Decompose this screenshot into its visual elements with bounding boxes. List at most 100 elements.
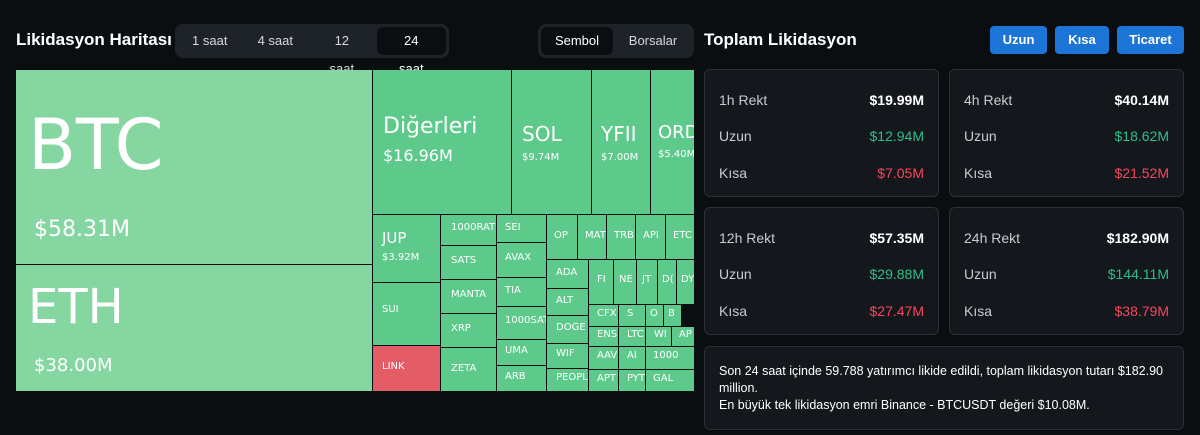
treemap-tile[interactable]: NE <box>614 260 636 304</box>
tile-value: $38.00M <box>34 355 113 376</box>
short-amount: $21.52M <box>1114 165 1169 181</box>
tile-symbol: API <box>643 230 659 241</box>
treemap-tile[interactable]: ZETA <box>441 348 496 391</box>
tab-exchanges[interactable]: Borsalar <box>628 33 678 48</box>
tile-symbol: AAV <box>597 350 618 361</box>
tile-symbol: ALT <box>556 295 574 306</box>
treemap-tile[interactable]: ADA <box>547 260 588 288</box>
treemap-tile[interactable]: SUI <box>373 283 440 345</box>
tile-symbol: AI <box>627 350 637 361</box>
stat-card-1h: 1h Rekt $19.99M Uzun $12.94M Kısa $7.05M <box>704 69 939 197</box>
treemap-tile[interactable]: ETH $38.00M <box>16 265 372 391</box>
treemap-tile[interactable]: MAT <box>578 215 606 259</box>
tile-symbol: ETH <box>28 279 124 335</box>
treemap-tile[interactable]: TRB <box>607 215 635 259</box>
period-label: 1h Rekt <box>719 92 768 108</box>
view-selector: Sembol Borsalar <box>538 24 694 58</box>
tile-symbol: APT <box>597 373 616 384</box>
tile-symbol: ADA <box>556 267 578 278</box>
treemap-tile[interactable]: BTC $58.31M <box>16 70 372 264</box>
treemap-tile[interactable]: ORD $5.40M <box>651 70 694 214</box>
tab-4h[interactable]: 4 saat <box>257 33 293 48</box>
treemap-tile[interactable]: O <box>646 305 663 326</box>
tile-value: $5.40M <box>658 149 694 160</box>
tile-symbol: PYT <box>627 373 645 384</box>
tab-1h[interactable]: 1 saat <box>192 33 228 48</box>
treemap-tile[interactable]: APT <box>589 370 618 391</box>
total-amount: $19.99M <box>869 92 924 108</box>
treemap-tile[interactable]: DOGE <box>547 316 588 343</box>
total-amount: $40.14M <box>1114 92 1169 108</box>
tile-symbol: SOL <box>522 122 562 146</box>
tile-symbol: SEI <box>505 222 521 233</box>
treemap-tile[interactable]: Diğerleri $16.96M <box>373 70 511 214</box>
total-liquidation-title: Toplam Likidasyon <box>704 30 857 49</box>
treemap-tile[interactable]: GAL <box>646 370 694 391</box>
tile-symbol: ENS <box>597 329 618 340</box>
treemap-tile[interactable]: FI <box>589 260 613 304</box>
treemap-tile[interactable]: D( <box>658 260 676 304</box>
treemap-tile[interactable]: 1000SAT <box>497 307 546 339</box>
treemap-tile[interactable]: ENS <box>589 327 618 346</box>
treemap-tile[interactable]: AI <box>619 347 645 369</box>
treemap-tile[interactable]: AP <box>672 327 694 346</box>
treemap-tile[interactable]: AAV <box>589 347 618 369</box>
tile-symbol: AVAX <box>505 252 532 263</box>
short-button[interactable]: Kısa <box>1055 26 1109 54</box>
total-amount: $57.35M <box>869 230 924 246</box>
tile-symbol: DY <box>681 274 694 285</box>
liquidation-treemap: BTC $58.31M ETH $38.00M Diğerleri $16.96M SOL $… <box>16 70 694 391</box>
treemap-tile[interactable]: LTC <box>619 327 645 346</box>
treemap-tile[interactable]: ALT <box>547 289 588 315</box>
treemap-tile[interactable]: CFX <box>589 305 618 326</box>
treemap-tile[interactable]: API <box>636 215 665 259</box>
long-button[interactable]: Uzun <box>990 26 1047 54</box>
treemap-tile[interactable]: JT <box>637 260 657 304</box>
treemap-tile[interactable]: SATS <box>441 246 496 279</box>
trade-button[interactable]: Ticaret <box>1117 26 1184 54</box>
long-amount: $12.94M <box>869 128 924 144</box>
treemap-tile[interactable]: S <box>619 305 645 326</box>
treemap-tile[interactable]: ARB <box>497 366 546 391</box>
tile-symbol: WI <box>654 329 667 340</box>
treemap-tile[interactable]: LINK <box>373 346 440 391</box>
tile-value: $58.31M <box>34 217 130 242</box>
tab-12h[interactable]: 12 saat <box>329 33 355 76</box>
timeframe-selector: 1 saat 4 saat 12 saat 24 saat <box>175 24 449 76</box>
tile-symbol: Diğerleri <box>383 114 478 139</box>
treemap-tile[interactable]: SOL $9.74M <box>512 70 591 214</box>
long-amount: $144.11M <box>1107 266 1169 282</box>
treemap-tile[interactable]: YFII $7.00M <box>592 70 650 214</box>
treemap-tile[interactable]: SEI <box>497 215 546 242</box>
short-amount: $7.05M <box>877 165 924 181</box>
treemap-tile[interactable]: AVAX <box>497 243 546 277</box>
treemap-tile[interactable]: WI <box>646 327 671 346</box>
treemap-tile[interactable]: B <box>664 305 681 326</box>
treemap-tile[interactable]: DY <box>677 260 694 304</box>
tile-symbol: TIA <box>505 285 521 296</box>
treemap-tile[interactable]: PYT <box>619 370 645 391</box>
tile-symbol: LTC <box>627 329 644 340</box>
treemap-tile[interactable]: TIA <box>497 278 546 306</box>
treemap-tile[interactable]: UMA <box>497 340 546 365</box>
treemap-tile[interactable]: ETC <box>666 215 694 259</box>
stat-card-12h: 12h Rekt $57.35M Uzun $29.88M Kısa $27.47M <box>704 207 939 335</box>
total-amount: $182.90M <box>1106 230 1169 246</box>
treemap-tile[interactable]: OP <box>547 215 577 259</box>
tile-symbol: 1000 <box>653 350 679 361</box>
treemap-tile[interactable]: 1000 <box>646 347 694 369</box>
treemap-tile[interactable]: XRP <box>441 314 496 347</box>
treemap-tile[interactable]: MANTA <box>441 280 496 313</box>
stat-card-4h: 4h Rekt $40.14M Uzun $18.62M Kısa $21.52M <box>949 69 1184 197</box>
tile-symbol: JUP <box>382 229 407 247</box>
tab-24h[interactable]: 24 saat <box>376 27 447 76</box>
tile-symbol: PEOPL <box>556 372 588 383</box>
tile-value: $7.00M <box>601 152 639 163</box>
treemap-tile[interactable]: PEOPL <box>547 369 588 391</box>
treemap-tile[interactable]: JUP $3.92M <box>373 215 440 282</box>
tab-symbol[interactable]: Sembol <box>541 27 613 55</box>
treemap-tile[interactable]: WIF <box>547 344 588 368</box>
tile-symbol: WIF <box>556 348 575 359</box>
